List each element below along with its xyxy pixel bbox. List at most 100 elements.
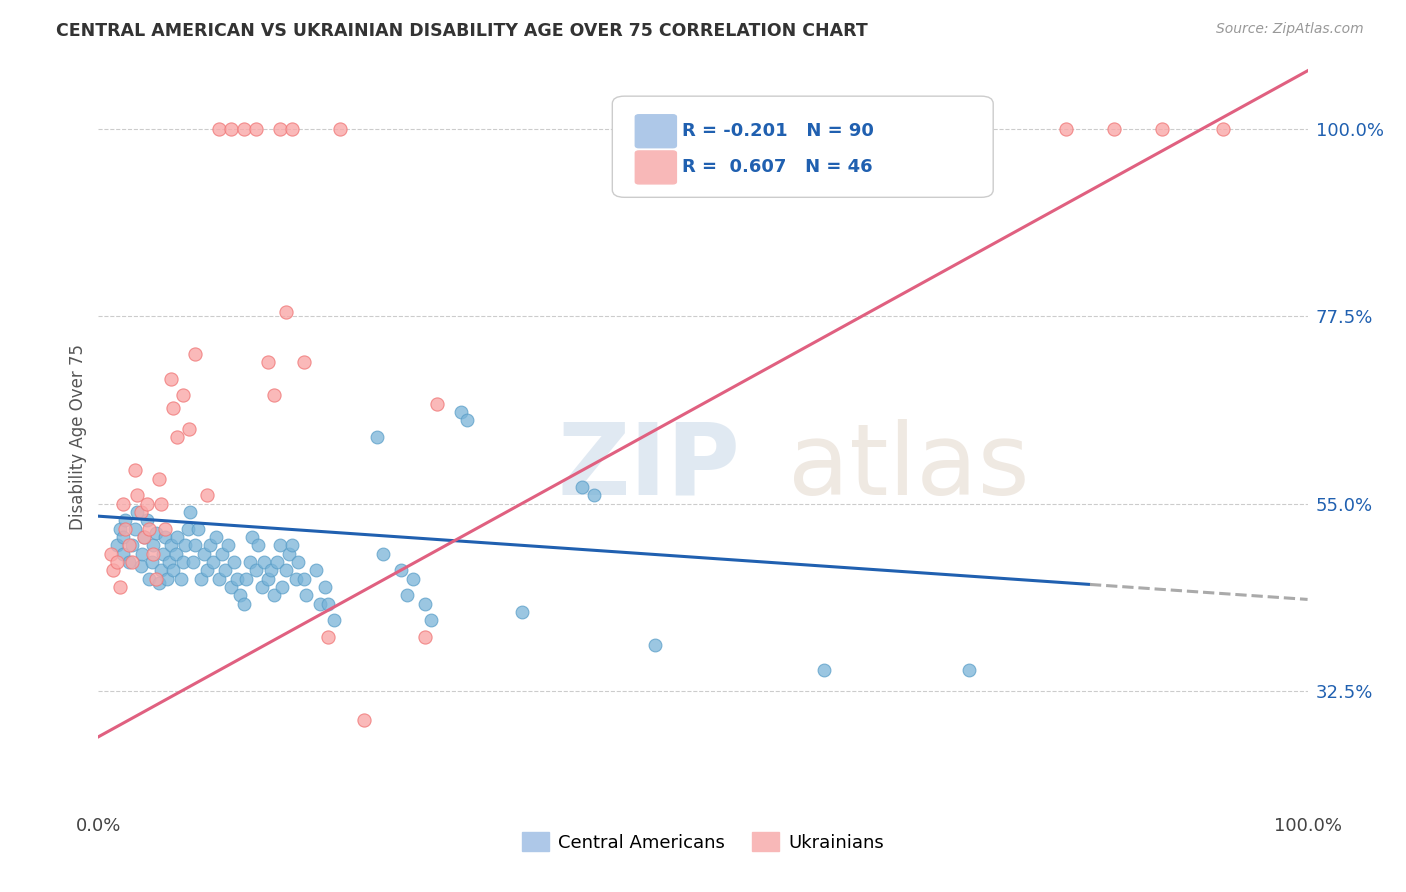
Point <box>108 522 131 536</box>
Point <box>813 663 835 677</box>
Point <box>353 713 375 727</box>
Point <box>134 530 156 544</box>
Point <box>135 497 157 511</box>
Point <box>217 538 239 552</box>
Point <box>153 530 176 544</box>
Point <box>114 513 136 527</box>
Point <box>169 572 191 586</box>
Point <box>148 575 170 590</box>
Point <box>245 122 267 136</box>
Text: ZIP: ZIP <box>558 418 741 516</box>
FancyBboxPatch shape <box>613 96 993 197</box>
Point <box>202 555 225 569</box>
Text: CENTRAL AMERICAN VS UKRAINIAN DISABILITY AGE OVER 75 CORRELATION CHART: CENTRAL AMERICAN VS UKRAINIAN DISABILITY… <box>56 22 868 40</box>
Point <box>142 547 165 561</box>
Point <box>260 563 283 577</box>
Point <box>413 597 436 611</box>
Point <box>129 559 152 574</box>
Point <box>389 563 412 577</box>
Point <box>308 597 330 611</box>
Point <box>101 563 124 577</box>
Point <box>668 122 690 136</box>
Point <box>292 355 315 369</box>
Point <box>214 563 236 577</box>
Point <box>166 430 188 444</box>
Point <box>204 530 226 544</box>
Point <box>266 555 288 569</box>
Point <box>287 555 309 569</box>
Point <box>316 597 339 611</box>
Point <box>190 572 212 586</box>
Point <box>150 497 173 511</box>
Point <box>135 513 157 527</box>
FancyBboxPatch shape <box>636 151 676 184</box>
Point <box>232 597 254 611</box>
Point <box>1054 122 1077 136</box>
Point <box>263 588 285 602</box>
Point <box>195 563 218 577</box>
Point <box>131 547 153 561</box>
Point <box>184 538 207 552</box>
Point <box>456 413 478 427</box>
Point <box>271 580 294 594</box>
Text: atlas: atlas <box>787 418 1029 516</box>
Point <box>323 613 346 627</box>
Point <box>114 522 136 536</box>
Point <box>134 530 156 544</box>
Point <box>111 497 134 511</box>
Point <box>138 522 160 536</box>
Point <box>221 122 243 136</box>
Point <box>211 547 233 561</box>
Point <box>145 572 167 586</box>
Point <box>124 463 146 477</box>
Point <box>111 547 134 561</box>
FancyBboxPatch shape <box>636 115 676 148</box>
Point <box>193 547 215 561</box>
Point <box>269 122 291 136</box>
Point <box>162 401 184 415</box>
Point <box>1102 122 1125 136</box>
Point <box>121 538 143 552</box>
Point <box>316 630 339 644</box>
Point <box>208 572 231 586</box>
Point <box>160 538 183 552</box>
Point <box>274 305 297 319</box>
Point <box>150 563 173 577</box>
Point <box>160 372 183 386</box>
Point <box>111 530 134 544</box>
Point <box>127 505 149 519</box>
Point <box>141 555 163 569</box>
Point <box>165 547 187 561</box>
Point <box>118 538 141 552</box>
Point <box>269 538 291 552</box>
Point <box>366 430 388 444</box>
Point <box>108 580 131 594</box>
Point <box>292 572 315 586</box>
Point <box>957 122 980 136</box>
Point <box>240 530 263 544</box>
Point <box>105 555 128 569</box>
Point <box>235 572 257 586</box>
Point <box>138 572 160 586</box>
Point <box>571 480 593 494</box>
Text: R =  0.607   N = 46: R = 0.607 N = 46 <box>682 159 873 177</box>
Point <box>263 388 285 402</box>
Point <box>229 588 252 602</box>
Point <box>281 538 304 552</box>
Point <box>174 538 197 552</box>
Point <box>157 555 180 569</box>
Point <box>957 663 980 677</box>
Point <box>274 563 297 577</box>
Point <box>226 572 249 586</box>
Point <box>305 563 328 577</box>
Point <box>1212 122 1234 136</box>
Point <box>222 555 245 569</box>
Point <box>295 588 318 602</box>
Point <box>195 488 218 502</box>
Point <box>420 613 443 627</box>
Point <box>179 422 201 436</box>
Point <box>256 572 278 586</box>
Point <box>156 572 179 586</box>
Point <box>371 547 394 561</box>
Point <box>239 555 262 569</box>
